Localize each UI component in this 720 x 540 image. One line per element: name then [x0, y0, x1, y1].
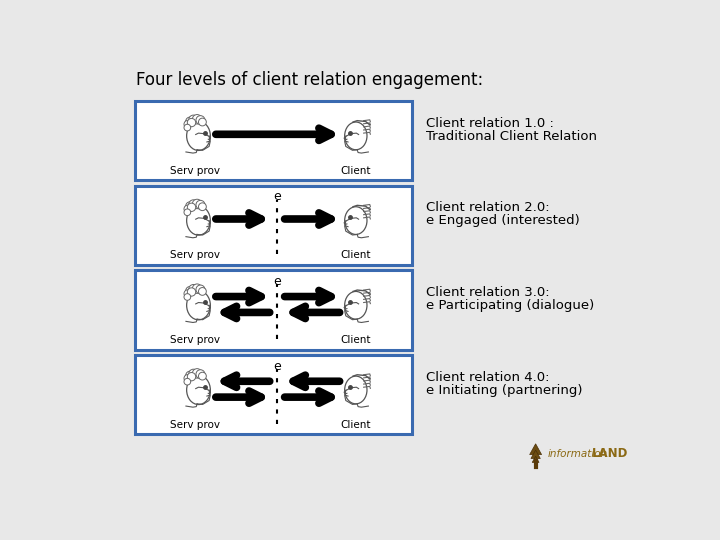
- Circle shape: [196, 116, 205, 125]
- Text: Client relation 2.0:: Client relation 2.0:: [426, 201, 549, 214]
- Circle shape: [192, 284, 202, 293]
- Ellipse shape: [345, 376, 367, 404]
- Circle shape: [187, 118, 196, 127]
- Text: Client: Client: [341, 335, 371, 345]
- Circle shape: [186, 117, 194, 126]
- Polygon shape: [530, 444, 541, 455]
- Text: Client: Client: [341, 166, 371, 176]
- Text: e Engaged (interested): e Engaged (interested): [426, 214, 580, 227]
- Circle shape: [184, 374, 192, 382]
- Circle shape: [187, 203, 196, 212]
- Text: Serv prov: Serv prov: [171, 166, 220, 176]
- Ellipse shape: [186, 375, 210, 404]
- Circle shape: [184, 124, 191, 131]
- Circle shape: [186, 202, 194, 211]
- Circle shape: [184, 379, 191, 385]
- Circle shape: [186, 286, 194, 295]
- Circle shape: [184, 290, 192, 298]
- Text: e Initiating (partnering): e Initiating (partnering): [426, 384, 582, 397]
- Circle shape: [187, 373, 196, 381]
- Ellipse shape: [186, 122, 210, 151]
- FancyBboxPatch shape: [135, 101, 412, 180]
- Text: Client relation 4.0:: Client relation 4.0:: [426, 371, 549, 384]
- Text: Serv prov: Serv prov: [171, 335, 220, 345]
- Ellipse shape: [345, 292, 367, 319]
- Circle shape: [189, 115, 198, 125]
- Circle shape: [184, 120, 192, 128]
- Circle shape: [192, 114, 202, 124]
- Text: information: information: [547, 449, 608, 458]
- Text: e: e: [274, 275, 281, 288]
- FancyBboxPatch shape: [135, 186, 412, 265]
- Circle shape: [199, 203, 207, 211]
- Circle shape: [199, 287, 207, 295]
- Text: Serv prov: Serv prov: [171, 420, 220, 430]
- Text: LAND: LAND: [593, 447, 629, 460]
- Circle shape: [199, 372, 207, 380]
- Ellipse shape: [345, 122, 367, 150]
- Text: Client: Client: [341, 251, 371, 260]
- Circle shape: [186, 371, 194, 380]
- Circle shape: [184, 294, 191, 300]
- Ellipse shape: [186, 291, 210, 320]
- Circle shape: [189, 200, 198, 209]
- FancyBboxPatch shape: [135, 271, 412, 350]
- Circle shape: [199, 118, 207, 126]
- Polygon shape: [532, 456, 539, 462]
- Text: Client relation 1.0 :: Client relation 1.0 :: [426, 117, 554, 130]
- FancyBboxPatch shape: [135, 355, 412, 434]
- Ellipse shape: [186, 206, 210, 235]
- Text: e: e: [274, 360, 281, 373]
- Circle shape: [196, 285, 205, 294]
- Text: Client relation 3.0:: Client relation 3.0:: [426, 286, 549, 299]
- Polygon shape: [531, 450, 540, 458]
- Ellipse shape: [345, 207, 367, 234]
- Circle shape: [189, 369, 198, 379]
- Circle shape: [196, 370, 205, 379]
- Circle shape: [192, 369, 202, 378]
- Text: Client: Client: [341, 420, 371, 430]
- Text: Four levels of client relation engagement:: Four levels of client relation engagemen…: [137, 71, 484, 89]
- Circle shape: [196, 200, 205, 209]
- Circle shape: [192, 199, 202, 208]
- Text: Traditional Client Relation: Traditional Client Relation: [426, 130, 597, 143]
- Text: Serv prov: Serv prov: [171, 251, 220, 260]
- Circle shape: [189, 285, 198, 294]
- Text: e: e: [274, 190, 281, 203]
- Circle shape: [187, 288, 196, 296]
- Text: e Participating (dialogue): e Participating (dialogue): [426, 299, 594, 312]
- Circle shape: [184, 209, 191, 215]
- Circle shape: [184, 205, 192, 213]
